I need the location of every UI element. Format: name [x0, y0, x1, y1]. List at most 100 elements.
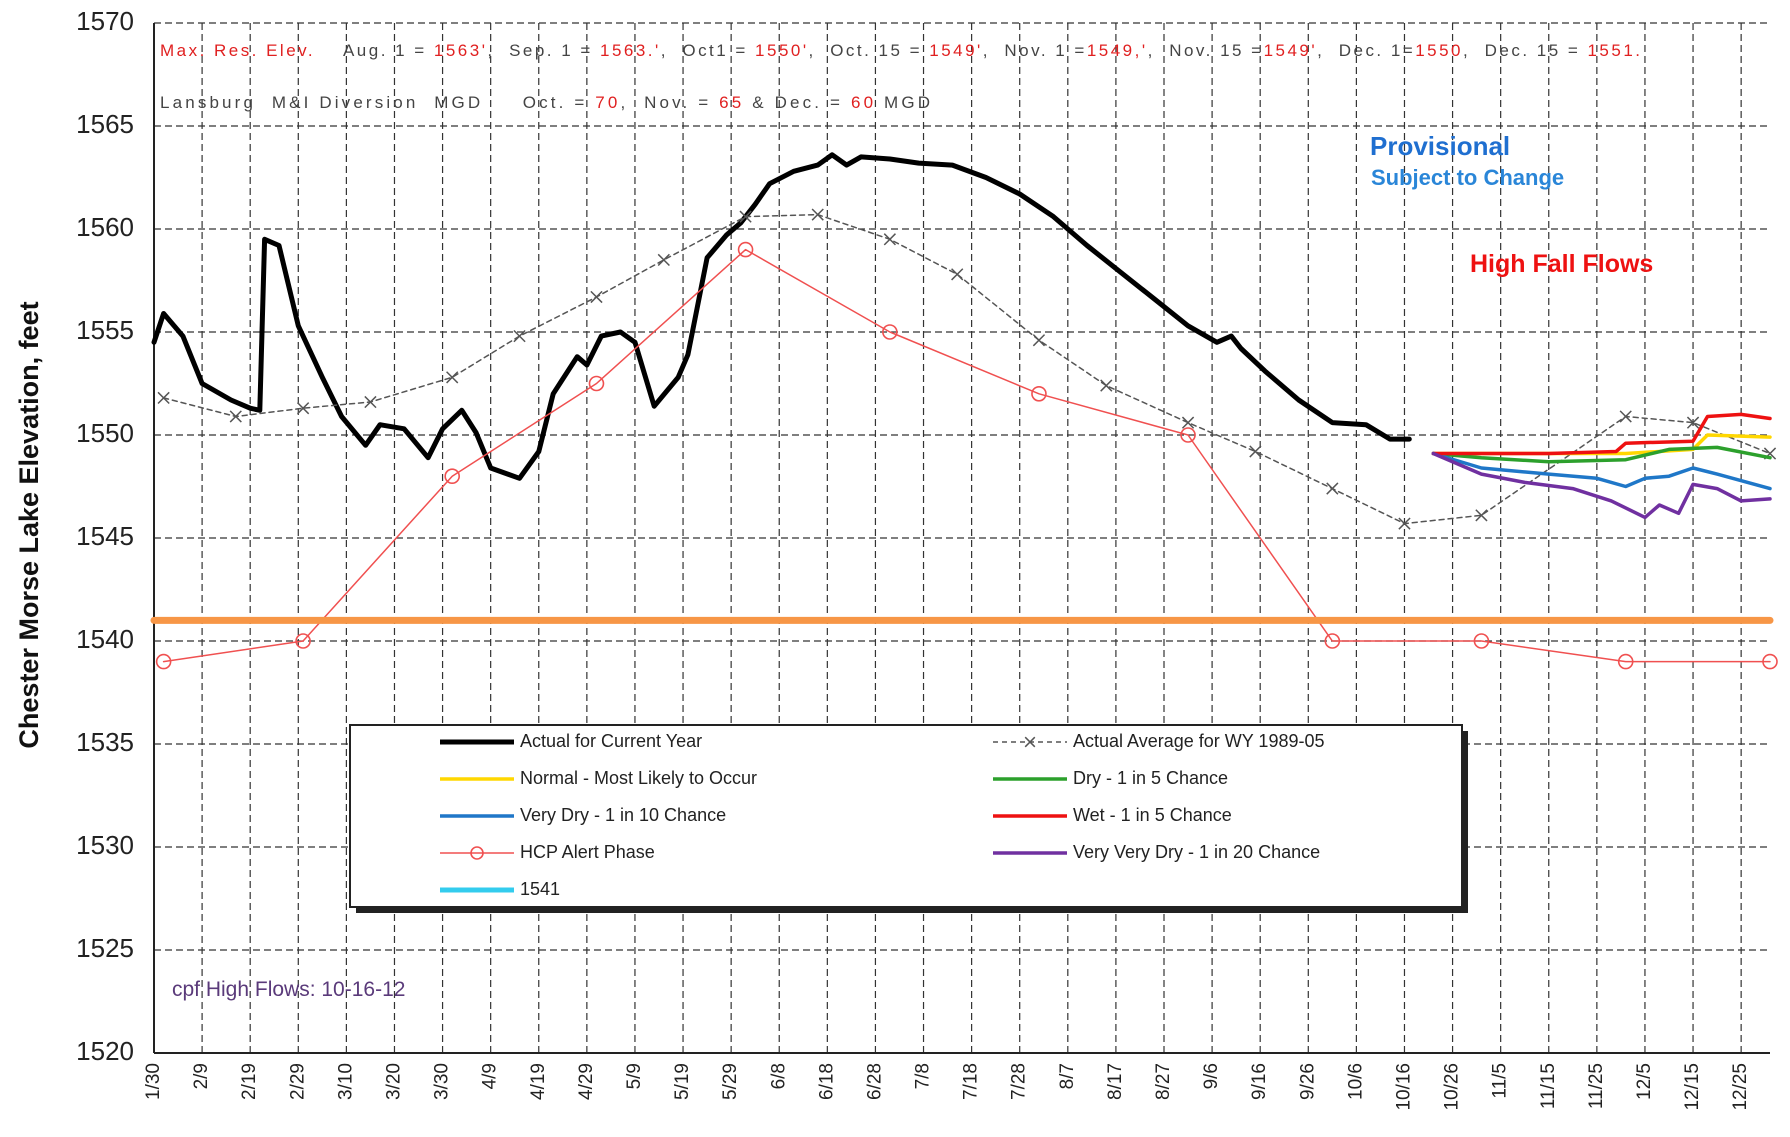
x-tick-label: 10/26 — [1442, 1063, 1463, 1111]
note-segment: 65 — [719, 93, 741, 112]
note-segment: , Nov. 1 = — [983, 41, 1085, 60]
note-segment: 1551. — [1587, 41, 1640, 60]
note-segment: , Dec. 15 = — [1463, 41, 1585, 60]
note-segment: Lansburg M&I Diversion MGD Oct. = — [160, 93, 592, 112]
y-tick-label: 1545 — [76, 521, 134, 551]
note-segment: , Nov. = — [620, 93, 716, 112]
point-marker — [295, 633, 311, 649]
series-line — [1431, 412, 1772, 456]
point-marker — [951, 268, 964, 281]
note-segment: , Oct1 = — [661, 41, 753, 60]
x-tick-label: 12/5 — [1634, 1063, 1655, 1100]
note-segment: , Oct. 15 = — [809, 41, 927, 60]
x-tick-label: 6/28 — [864, 1063, 885, 1100]
x-tick-label: 4/9 — [480, 1063, 501, 1089]
y-tick-label: 1525 — [76, 933, 134, 963]
point-marker — [1100, 379, 1113, 392]
point-marker — [157, 391, 170, 405]
x-tick-label: 4/19 — [528, 1063, 549, 1100]
series-layer — [150, 152, 1778, 670]
y-axis-label: Chester Morse Lake Elevation, feet — [14, 301, 44, 748]
series-line — [1431, 445, 1772, 464]
x-tick-label: 5/9 — [624, 1063, 645, 1089]
y-tick-label: 1530 — [76, 830, 134, 860]
x-tick-label: 7/8 — [913, 1063, 934, 1089]
legend-label: Actual Average for WY 1989-05 — [1073, 731, 1325, 751]
y-tick-label: 1535 — [76, 727, 134, 757]
x-tick-label: 3/20 — [383, 1063, 404, 1100]
legend-label: Wet - 1 in 5 Chance — [1073, 805, 1232, 825]
point-marker — [1032, 334, 1046, 347]
legend-label: HCP Alert Phase — [520, 842, 655, 862]
series-line — [162, 248, 1771, 663]
point-marker — [1180, 427, 1196, 443]
x-tick-label: 3/30 — [432, 1063, 453, 1100]
point-marker — [513, 329, 526, 343]
x-tick-label: 10/6 — [1345, 1063, 1366, 1100]
x-tick-label: 12/25 — [1730, 1063, 1751, 1111]
legend-label: Very Very Dry - 1 in 20 Chance — [1073, 842, 1320, 862]
point-marker — [737, 241, 754, 258]
legend-label: Dry - 1 in 5 Chance — [1073, 768, 1228, 788]
x-tick-label: 5/29 — [720, 1063, 741, 1100]
legend-marker — [470, 846, 484, 860]
subject-to-change-label: Subject to Change — [1371, 165, 1564, 190]
x-tick-label: 11/5 — [1490, 1063, 1511, 1099]
point-marker — [446, 371, 459, 384]
point-marker — [364, 395, 377, 409]
point-marker — [155, 653, 172, 670]
footnote: cpf High Flows: 10-16-12 — [172, 978, 405, 1001]
point-marker — [296, 402, 310, 415]
note-segment: 1549,' — [1087, 41, 1145, 60]
x-tick-label: 4/29 — [576, 1063, 597, 1100]
x-tick-label: 12/15 — [1682, 1063, 1703, 1111]
note-segment: 1550' — [755, 41, 806, 60]
point-marker — [444, 468, 460, 485]
legend-box — [349, 724, 1463, 908]
note-segment: MGD — [876, 93, 930, 112]
legend: Actual for Current Year Actual Average fo… — [349, 724, 1468, 913]
point-marker — [588, 375, 605, 392]
x-tick-label: 3/10 — [335, 1063, 356, 1100]
note-segment: , Sep. 1 = — [487, 41, 597, 60]
point-marker — [229, 410, 242, 423]
reservoir-note: Max. Res. Elev. Aug. 1 = 1563', Sep. 1 =… — [160, 41, 1640, 60]
point-marker — [1686, 416, 1700, 429]
y-tick-label: 1520 — [76, 1036, 134, 1066]
x-tick-label: 10/16 — [1393, 1063, 1414, 1111]
y-tick-label: 1550 — [76, 418, 134, 448]
point-marker — [811, 208, 824, 221]
series-line — [1431, 451, 1772, 491]
x-tick-label: 9/16 — [1249, 1063, 1270, 1100]
x-tick-label: 2/29 — [287, 1063, 308, 1100]
note-segment: 60 — [851, 93, 873, 112]
point-marker — [1617, 653, 1634, 670]
point-marker — [1181, 416, 1195, 429]
point-marker — [1762, 653, 1778, 670]
series-line — [1431, 451, 1772, 520]
note-segment: 1549' — [1264, 41, 1315, 60]
series-line — [151, 152, 1412, 481]
point-marker — [1324, 633, 1341, 649]
point-marker — [657, 253, 670, 267]
note-segment: Aug. 1 = — [315, 41, 431, 60]
legend-label: Normal - Most Likely to Occur — [520, 768, 757, 788]
point-marker — [1398, 517, 1411, 530]
point-marker — [590, 290, 603, 304]
note-segment: 70 — [595, 93, 617, 112]
provisional-label: Provisional — [1370, 131, 1510, 161]
point-marker — [1249, 445, 1262, 458]
x-tick-label: 5/19 — [672, 1063, 693, 1100]
x-tick-label: 7/28 — [1009, 1063, 1030, 1100]
legend-label: 1541 — [520, 879, 560, 899]
x-tick-label: 8/27 — [1153, 1063, 1174, 1100]
note-segment: 1549' — [929, 41, 980, 60]
point-marker — [1619, 410, 1632, 423]
note-segment: 1563.' — [600, 41, 658, 60]
note-segment: , Dec. 1= — [1317, 41, 1413, 60]
scenario-label: High Fall Flows — [1470, 250, 1653, 278]
x-tick-label: 6/18 — [816, 1063, 837, 1100]
point-marker — [1326, 482, 1339, 495]
